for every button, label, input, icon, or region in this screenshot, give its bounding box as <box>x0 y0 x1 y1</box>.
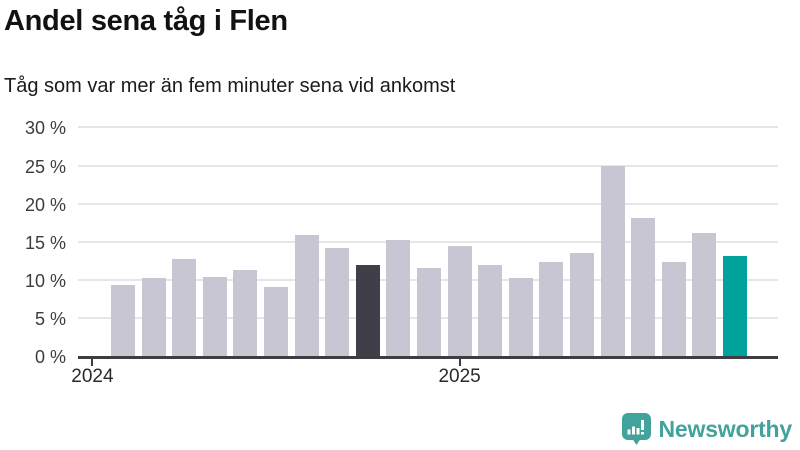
bar <box>508 277 533 356</box>
x-axis-line <box>78 356 778 359</box>
bar <box>661 262 686 356</box>
newsworthy-logo: Newsworthy <box>621 413 793 445</box>
bar <box>233 269 258 356</box>
y-axis-tick-label: 30 % <box>24 118 66 139</box>
bar <box>570 253 594 356</box>
x-axis-tick-label: 2025 <box>438 366 481 387</box>
bar <box>172 259 197 356</box>
y-axis-tick-label: 10 % <box>24 270 66 291</box>
gridline <box>78 126 778 129</box>
bar <box>539 261 564 356</box>
bar <box>723 256 747 356</box>
gridline <box>78 202 778 205</box>
bar <box>692 233 717 356</box>
bar <box>325 247 350 356</box>
y-axis-tick-label: 5 % <box>34 308 66 329</box>
brand-wordmark: Newsworthy <box>658 415 793 442</box>
y-axis-tick-label: 20 % <box>24 194 66 215</box>
bar <box>600 165 625 356</box>
x-axis-tick-label: 2024 <box>71 366 114 387</box>
bar <box>355 265 380 356</box>
x-axis-tick <box>91 359 94 366</box>
y-axis-tick-label: 25 % <box>24 156 66 177</box>
bar <box>141 278 166 356</box>
gridline <box>78 164 778 167</box>
x-axis-tick <box>458 359 461 366</box>
bar <box>447 245 472 356</box>
bar <box>294 234 319 356</box>
bar <box>111 285 135 356</box>
gridline <box>78 240 778 243</box>
bar <box>202 276 227 356</box>
bar <box>417 268 441 356</box>
bar <box>264 286 288 356</box>
bar <box>386 240 411 356</box>
newsworthy-chart-bubble-icon <box>621 413 651 445</box>
page-title: Andel sena tåg i Flen <box>4 5 288 37</box>
y-axis-tick-label: 15 % <box>24 232 66 253</box>
bar <box>478 264 503 356</box>
chart-subtitle: Tåg som var mer än fem minuter sena vid … <box>4 75 456 97</box>
y-axis-tick-label: 0 % <box>34 347 66 367</box>
bar <box>631 218 656 356</box>
